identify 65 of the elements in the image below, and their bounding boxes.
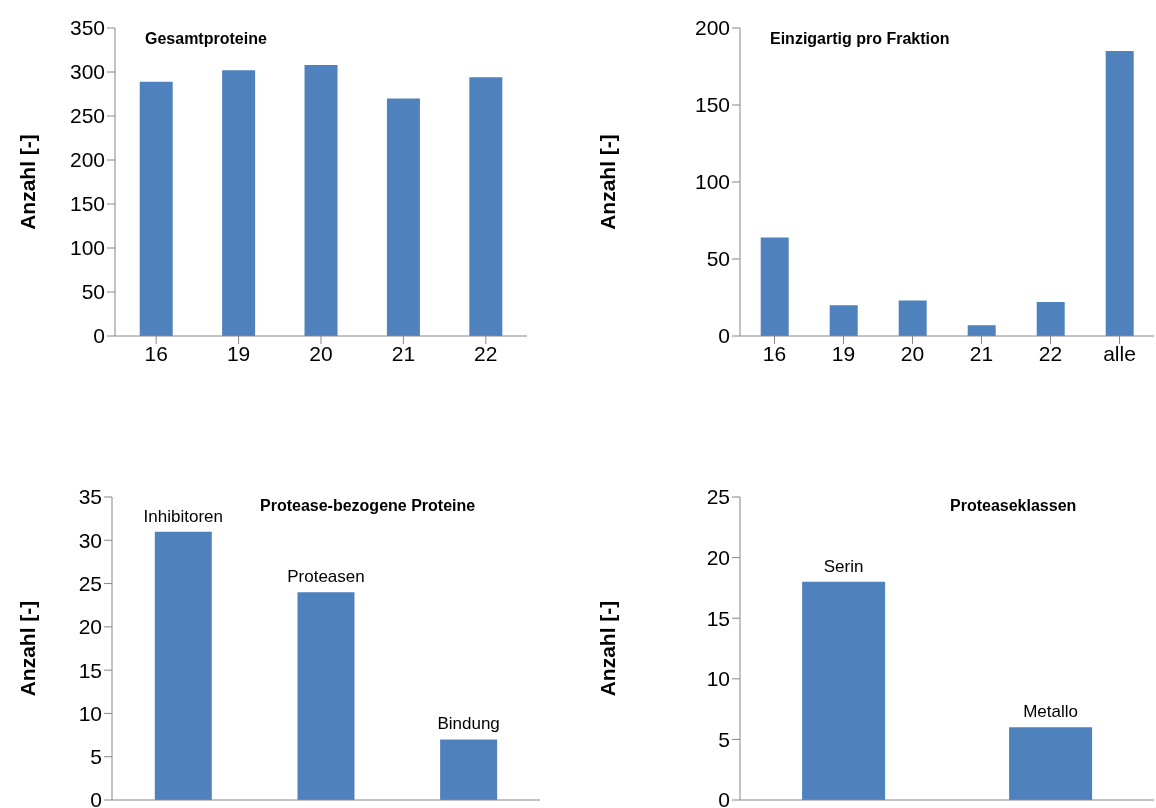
x-tick-label: 21 — [391, 341, 416, 365]
bar — [1036, 302, 1065, 336]
y-tick-label: 25 — [78, 572, 102, 596]
chart-title: Einzigartig pro Fraktion — [770, 30, 950, 48]
x-tick-label: Bindung — [437, 714, 500, 734]
y-tick-label: 350 — [69, 16, 105, 40]
x-tick-label: Inhibitoren — [143, 506, 223, 526]
y-tick-label: 150 — [69, 192, 105, 216]
bar — [304, 64, 338, 336]
y-tick-label: 50 — [81, 280, 105, 304]
bar — [1105, 51, 1134, 336]
bar — [297, 592, 355, 800]
x-tick-label: Proteasen — [287, 567, 365, 587]
y-tick-label: 10 — [78, 701, 102, 725]
bar — [222, 70, 256, 336]
x-tick-label: 20 — [309, 341, 333, 365]
y-axis-title: Anzahl [-] — [596, 600, 620, 697]
chart-title: Protease-bezogene Proteine — [260, 497, 476, 515]
y-tick-label: 0 — [93, 324, 105, 348]
y-tick-label: 35 — [78, 485, 102, 509]
bar — [898, 300, 927, 336]
y-tick-label: 10 — [706, 667, 730, 691]
x-tick-label: 16 — [762, 341, 787, 365]
y-tick-label: 15 — [706, 606, 730, 630]
chart-title: Proteaseklassen — [950, 497, 1077, 515]
y-tick-label: 20 — [78, 615, 102, 639]
bar — [760, 237, 789, 336]
y-tick-label: 300 — [69, 60, 105, 84]
y-tick-label: 100 — [69, 236, 105, 260]
y-tick-label: 0 — [718, 788, 730, 808]
bar — [440, 739, 498, 800]
bar — [829, 305, 858, 336]
x-tick-label: 16 — [144, 341, 168, 365]
y-axis-title: Anzahl [-] — [16, 134, 40, 230]
y-tick-label: 25 — [706, 485, 730, 509]
x-tick-label: 22 — [474, 341, 498, 365]
y-tick-label: 0 — [90, 788, 102, 808]
y-tick-label: 30 — [78, 528, 102, 552]
y-tick-label: 100 — [694, 170, 730, 194]
bar — [154, 531, 212, 800]
y-tick-label: 150 — [694, 93, 730, 117]
x-tick-label: Serin — [823, 556, 864, 576]
y-tick-label: 15 — [78, 658, 102, 682]
x-tick-label: 19 — [226, 341, 251, 365]
y-axis-title: Anzahl [-] — [16, 600, 40, 697]
chart-title: Gesamtproteine — [145, 30, 267, 48]
bar — [469, 77, 503, 336]
y-tick-label: 200 — [69, 148, 105, 172]
y-tick-label: 250 — [69, 104, 105, 128]
y-tick-label: 5 — [90, 745, 102, 769]
x-tick-label: 19 — [831, 341, 856, 365]
y-tick-label: 50 — [706, 247, 730, 271]
bar — [967, 325, 996, 336]
x-tick-label: 21 — [969, 341, 994, 365]
bar — [139, 81, 173, 336]
bar — [386, 98, 420, 336]
x-tick-label: Metallo — [1023, 702, 1079, 722]
x-tick-label: 20 — [900, 341, 925, 365]
y-axis-title: Anzahl [-] — [596, 134, 620, 230]
y-tick-label: 0 — [718, 324, 730, 348]
y-tick-label: 20 — [706, 546, 730, 570]
x-tick-label: alle — [1103, 341, 1136, 365]
x-tick-label: 22 — [1038, 341, 1063, 365]
y-tick-label: 200 — [694, 16, 730, 40]
y-tick-label: 5 — [718, 727, 730, 751]
